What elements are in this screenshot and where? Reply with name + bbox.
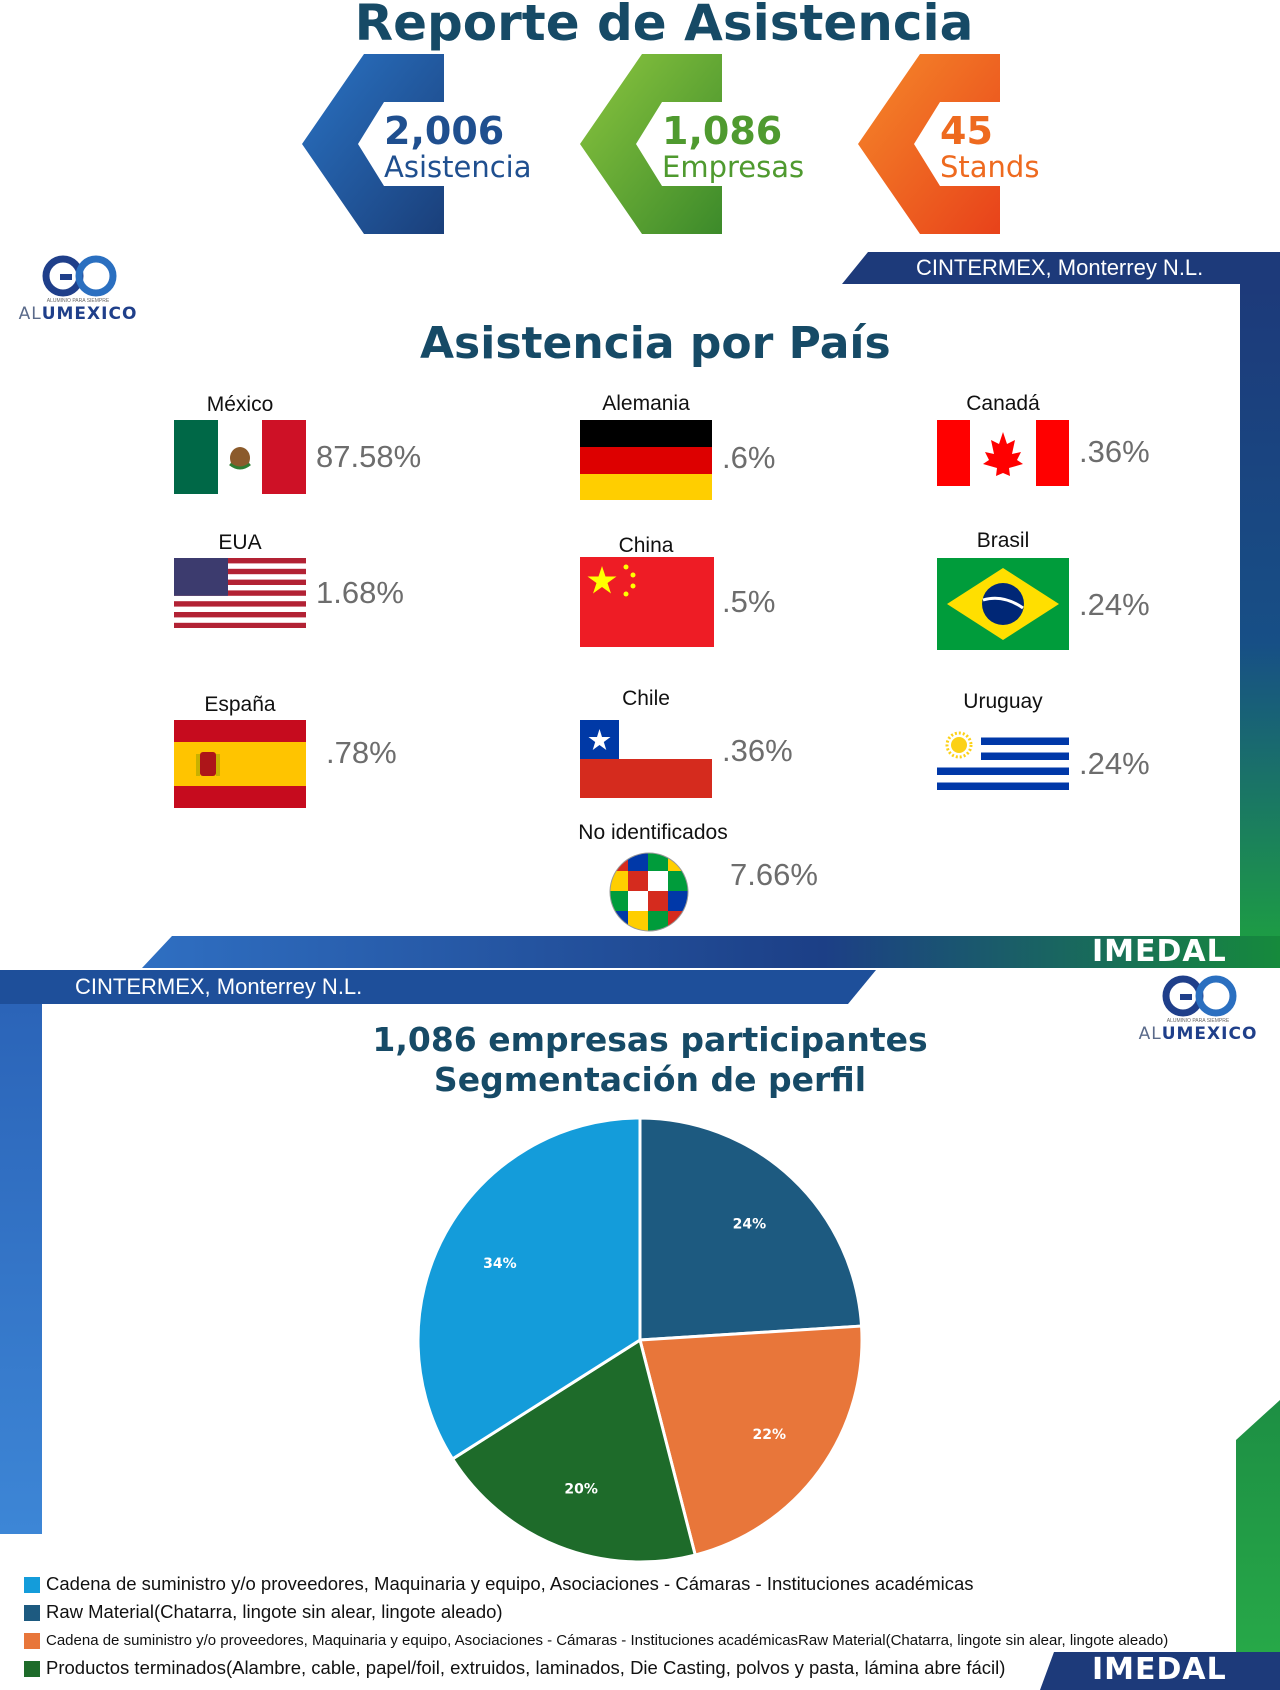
brazil-flag-icon — [937, 558, 1069, 650]
logo-tagline: ALUMINIO PARA SIEMPRE — [46, 298, 110, 304]
logo-wordmark: ALUMEXICO — [18, 304, 138, 324]
alumexico-logo: ALUMINIO PARA SIEMPRE ALUMEXICO — [1128, 972, 1268, 1044]
legend-swatch — [24, 1577, 40, 1593]
legend-label: Raw Material(Chatarra, lingote sin alear… — [46, 1601, 503, 1622]
country-percent: .24% — [1079, 587, 1150, 622]
logo-wordmark: ALUMEXICO — [1138, 1024, 1258, 1044]
pie-chart: 24% 22% 20% 34% — [416, 1116, 864, 1564]
infinity-logo-icon — [1162, 975, 1237, 1017]
pie-slice-label: 34% — [483, 1256, 517, 1272]
country-name: China — [618, 534, 674, 557]
imedal-logo: IMEDAL — [1092, 934, 1227, 969]
country-percent: .6% — [722, 440, 776, 475]
country-name: Uruguay — [963, 690, 1043, 713]
pie-slice-label: 24% — [733, 1216, 767, 1232]
legend-swatch — [24, 1605, 40, 1621]
country-percent: 87.58% — [316, 439, 422, 474]
legend-swatch — [24, 1661, 40, 1677]
country-percent: .5% — [722, 584, 776, 619]
kpi-value: 1,086 — [662, 109, 783, 153]
pie-slice — [638, 1116, 864, 1342]
pie-slice — [638, 1324, 864, 1557]
venue-label: CINTERMEX, Monterrey N.L. — [75, 974, 363, 999]
germany-flag-icon — [580, 420, 712, 500]
country-name: Canadá — [966, 392, 1040, 415]
venue-label: CINTERMEX, Monterrey N.L. — [916, 255, 1204, 280]
country-percent: .36% — [722, 733, 793, 768]
legend-item: Cadena de suministro y/o proveedores, Ma… — [24, 1570, 1264, 1598]
kpi-stands: 45 Stands — [858, 54, 1040, 234]
country-name: Brasil — [976, 529, 1030, 552]
chile-flag-icon — [580, 720, 712, 798]
pie-slice-label: 22% — [753, 1427, 787, 1443]
world-flags-globe-icon — [609, 852, 689, 932]
pie-chart-title: 1,086 empresas participantes — [372, 1020, 928, 1059]
legend-item: Raw Material(Chatarra, lingote sin alear… — [24, 1598, 1264, 1626]
kpi-label: Asistencia — [384, 150, 532, 184]
country-percent: .24% — [1079, 746, 1150, 781]
usa-flag-icon — [174, 558, 306, 628]
report-title: Reporte de Asistencia — [354, 0, 974, 52]
kpi-value: 45 — [940, 109, 993, 153]
country-percent: 1.68% — [316, 575, 404, 610]
pie-slice-label: 20% — [564, 1482, 598, 1498]
alumexico-logo: ALUMINIO PARA SIEMPRE ALUMEXICO — [8, 252, 148, 324]
pie-slice — [450, 1337, 698, 1564]
legend-label: Productos terminados(Alambre, cable, pap… — [46, 1657, 1006, 1678]
kpi-attendance: 2,006 Asistencia — [302, 54, 531, 234]
legend-label: Cadena de suministro y/o proveedores, Ma… — [46, 1632, 1169, 1649]
country-name: Chile — [622, 687, 670, 710]
pie-chart-subtitle: Segmentación de perfil — [433, 1060, 867, 1099]
infinity-logo-icon — [42, 255, 117, 297]
country-name: EUA — [218, 531, 262, 554]
spain-flag-icon — [174, 720, 306, 808]
country-percent: 7.66% — [730, 857, 818, 892]
china-flag-icon — [580, 557, 714, 647]
chevron-bracket-icon — [302, 54, 444, 234]
uruguay-flag-icon — [937, 730, 1069, 798]
legend-swatch — [24, 1633, 40, 1649]
mexico-flag-icon — [174, 420, 306, 494]
kpi-label: Stands — [940, 150, 1040, 184]
legend-item: Cadena de suministro y/o proveedores, Ma… — [24, 1626, 1264, 1654]
country-percent: .36% — [1079, 434, 1150, 469]
imedal-logo: IMEDAL — [1092, 1652, 1227, 1687]
canada-flag-icon — [937, 420, 1069, 486]
country-percent: .78% — [326, 735, 397, 770]
chevron-bracket-icon — [858, 54, 1000, 234]
countries-title: Asistencia por País — [420, 318, 891, 369]
kpi-value: 2,006 — [384, 109, 505, 153]
pie-slice — [416, 1116, 642, 1462]
country-name: No identificados — [578, 821, 728, 844]
logo-tagline: ALUMINIO PARA SIEMPRE — [1166, 1018, 1230, 1024]
kpi-label: Empresas — [662, 150, 805, 184]
legend-item: Productos terminados(Alambre, cable, pap… — [24, 1654, 1264, 1682]
country-name: México — [206, 393, 274, 416]
pie-legend: Cadena de suministro y/o proveedores, Ma… — [24, 1570, 1264, 1682]
country-name: España — [204, 693, 276, 716]
chevron-bracket-icon — [580, 54, 722, 234]
kpi-companies: 1,086 Empresas — [580, 54, 804, 234]
country-name: Alemania — [602, 392, 690, 415]
legend-label: Cadena de suministro y/o proveedores, Ma… — [46, 1573, 974, 1594]
